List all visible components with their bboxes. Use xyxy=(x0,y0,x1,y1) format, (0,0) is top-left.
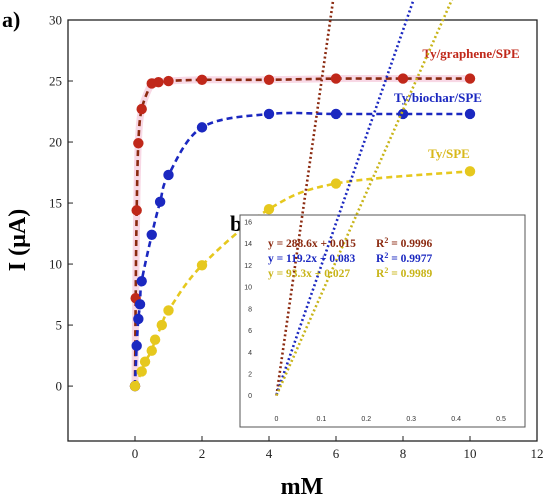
inset-y-tick-label: 12 xyxy=(244,263,252,270)
data-point-ty-spe xyxy=(129,380,141,392)
data-point-ty-graphene-spe xyxy=(196,74,208,85)
fit-equation: y = 288.6x + 0.015 xyxy=(268,238,356,250)
data-point-ty-biochar-spe xyxy=(263,108,275,120)
inset-x-tick-label: 0.3 xyxy=(406,416,416,423)
inset-x-tick-label: 0 xyxy=(275,416,279,423)
data-point-ty-spe xyxy=(136,366,147,377)
data-point-ty-spe xyxy=(263,203,275,215)
y-axis-title: I (µA) xyxy=(5,209,31,271)
data-point-ty-biochar-spe xyxy=(134,299,146,310)
inset-y-tick-label: 16 xyxy=(244,220,252,227)
inset-y-tick-label: 14 xyxy=(244,241,252,248)
series-label: Ty/graphene/SPE xyxy=(422,46,519,61)
y-tick-label: 5 xyxy=(56,318,63,333)
inset-fit-line xyxy=(275,0,335,396)
y-tick-label: 30 xyxy=(49,13,62,28)
inset-x-tick-label: 0.2 xyxy=(361,416,371,423)
data-point-ty-graphene-spe xyxy=(163,75,174,87)
x-tick-label: 0 xyxy=(132,446,139,461)
data-point-ty-graphene-spe xyxy=(133,138,144,149)
main-plot-frame xyxy=(67,19,538,442)
data-point-ty-biochar-spe xyxy=(146,229,157,240)
x-tick-label: 4 xyxy=(266,446,273,461)
x-axis-title: mM xyxy=(281,474,324,500)
data-point-ty-spe xyxy=(139,356,151,367)
series-label: Ty/biochar/SPE xyxy=(394,90,482,105)
data-point-ty-biochar-spe xyxy=(133,313,144,325)
y-tick-label: 20 xyxy=(49,135,62,150)
y-tick-label: 15 xyxy=(49,196,62,211)
inset-y-tick-label: 10 xyxy=(244,285,252,292)
data-point-ty-spe xyxy=(163,305,174,316)
data-point-ty-spe xyxy=(330,178,342,189)
fit-equation: y = 119.2x + 0.083 xyxy=(268,253,355,265)
data-point-ty-graphene-spe xyxy=(153,77,164,88)
x-tick-label: 10 xyxy=(464,446,477,461)
x-tick-label: 8 xyxy=(400,446,407,461)
data-point-ty-spe xyxy=(156,319,167,331)
data-point-ty-spe xyxy=(149,334,161,345)
inset-y-tick-label: 6 xyxy=(248,328,252,335)
inset-fit-line xyxy=(275,0,454,396)
inset-y-tick-label: 4 xyxy=(248,350,252,357)
inset-x-tick-label: 0.1 xyxy=(317,416,327,423)
inset-y-tick-label: 8 xyxy=(248,306,252,313)
data-point-ty-biochar-spe xyxy=(196,122,208,133)
y-tick-label: 0 xyxy=(56,379,63,394)
fit-equation: y = 93.3x + 0.027 xyxy=(268,268,350,280)
data-point-ty-biochar-spe xyxy=(330,108,342,120)
data-point-ty-graphene-spe xyxy=(330,73,342,84)
data-point-ty-biochar-spe xyxy=(136,275,147,287)
data-point-ty-biochar-spe xyxy=(163,169,174,181)
data-point-ty-graphene-spe xyxy=(131,205,142,216)
data-point-ty-biochar-spe xyxy=(131,340,142,352)
y-tick-label: 25 xyxy=(49,74,62,89)
r-squared: R2 = 0.9977 xyxy=(376,251,432,265)
data-point-ty-spe xyxy=(464,166,476,177)
x-tick-label: 2 xyxy=(199,446,206,461)
x-tick-label: 6 xyxy=(333,446,340,461)
r-squared: R2 = 0.9996 xyxy=(376,236,432,250)
data-point-ty-spe xyxy=(196,260,208,271)
r-squared: R2 = 0.9989 xyxy=(376,266,432,280)
data-point-ty-graphene-spe xyxy=(464,73,476,84)
data-point-ty-biochar-spe xyxy=(154,196,166,208)
data-point-ty-graphene-spe xyxy=(263,74,275,85)
inset-y-tick-label: 2 xyxy=(248,372,252,379)
data-point-ty-graphene-spe xyxy=(136,103,147,115)
data-point-ty-graphene-spe xyxy=(397,73,409,84)
x-tick-label: 12 xyxy=(531,446,544,461)
y-tick-label: 10 xyxy=(49,257,62,272)
inset-x-tick-label: 0.4 xyxy=(451,416,461,423)
data-point-ty-biochar-spe xyxy=(464,108,476,120)
inset-y-tick-label: 0 xyxy=(248,393,252,400)
series-label: Ty/SPE xyxy=(428,146,470,161)
data-point-ty-spe xyxy=(146,345,157,356)
main-panel-label: a) xyxy=(2,7,20,32)
inset-x-tick-label: 0.5 xyxy=(496,416,506,423)
